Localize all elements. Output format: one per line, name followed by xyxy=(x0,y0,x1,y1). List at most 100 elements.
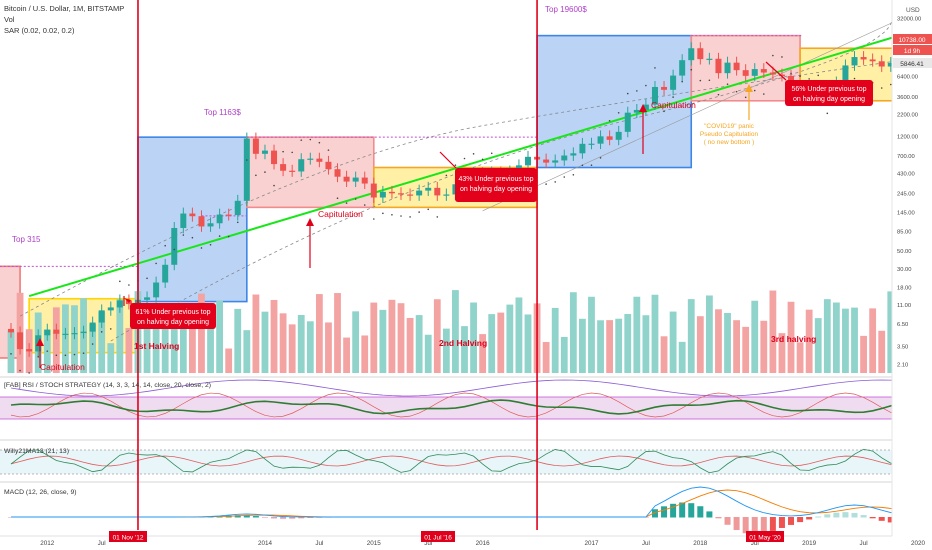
volume-bar xyxy=(733,320,740,373)
sar-dot xyxy=(799,75,801,77)
sar-dot xyxy=(373,218,375,220)
price-tick-5: 1200.00 xyxy=(897,135,918,141)
macd-histogram-bar xyxy=(307,517,314,518)
volume-bar xyxy=(787,301,795,373)
volume-bar xyxy=(805,309,813,373)
macd-histogram-bar xyxy=(715,517,722,519)
sar-dot xyxy=(699,79,702,82)
candle-body xyxy=(615,131,622,140)
date-badge-2 xyxy=(421,531,455,542)
candle-body xyxy=(53,329,60,334)
covid-note-line-2: Pseudo Capitulation xyxy=(700,131,759,138)
volume-bar xyxy=(288,324,296,373)
macd-histogram-bar xyxy=(769,517,776,531)
covid-note-line-1: "COVID19" panic xyxy=(704,123,755,130)
sar-dot xyxy=(717,93,720,96)
volume-bar xyxy=(851,307,858,373)
volume-bar xyxy=(143,318,151,373)
sar-dot xyxy=(753,89,756,92)
candle-body xyxy=(352,177,359,182)
macd-histogram-bar xyxy=(887,517,894,523)
macd-histogram-bar xyxy=(706,511,713,518)
volume-bar xyxy=(270,299,278,373)
date-badge-3-text: 01 May '20 xyxy=(749,535,781,542)
macd-histogram-bar xyxy=(298,517,305,519)
sar-dot xyxy=(400,215,402,217)
sar-dot xyxy=(345,202,348,204)
macd-title: MACD (12, 26, close, 9) xyxy=(4,489,77,496)
candle-body xyxy=(624,112,631,132)
price-tick-14: 11.00 xyxy=(897,303,911,309)
candle-body xyxy=(62,333,69,335)
note-2-line-2: on halving day opening xyxy=(460,186,532,193)
macd-histogram-bar xyxy=(733,517,740,531)
macd-histogram-bar xyxy=(806,517,813,520)
volume-bar xyxy=(361,335,369,373)
log-curve-upper xyxy=(19,61,893,317)
volume-bar xyxy=(297,314,305,373)
volume-bar xyxy=(470,302,477,373)
volume-bar xyxy=(488,314,496,373)
halving-1-label: 1st Halving xyxy=(134,341,179,351)
sar-dot xyxy=(10,353,12,355)
candle-body xyxy=(860,57,867,60)
sar-dot xyxy=(853,77,856,80)
log-curve-outer xyxy=(110,19,893,342)
volume-bar xyxy=(252,294,260,373)
volume-bar xyxy=(506,304,514,373)
capitulation-arrow-2 xyxy=(306,218,314,268)
volume-bar xyxy=(796,342,804,373)
candle-body xyxy=(379,191,386,198)
sar-dot xyxy=(826,112,829,115)
candle-body xyxy=(670,75,677,90)
sar-dot xyxy=(454,164,457,166)
price-tick-16: 3.50 xyxy=(897,344,908,350)
volume-bar xyxy=(225,348,233,373)
sar-dot xyxy=(28,372,30,374)
top-19600-label: Top 19600$ xyxy=(545,5,587,14)
candle-body xyxy=(679,60,686,76)
level-badge-text: 5846.41 xyxy=(900,61,924,68)
candle-body xyxy=(71,333,78,335)
sar-dot xyxy=(626,92,629,95)
candle-body xyxy=(443,194,450,196)
macd-signal-line xyxy=(11,489,932,518)
sar-dot xyxy=(182,234,185,236)
candle-body xyxy=(180,213,187,228)
willy-line xyxy=(10,448,932,474)
macd-histogram-bar xyxy=(778,517,785,528)
candle-body xyxy=(17,332,24,350)
price-tick-6: 700.00 xyxy=(897,154,915,160)
note-callout-1 xyxy=(123,296,216,329)
volume-bar xyxy=(687,299,695,373)
sar-dot xyxy=(191,236,194,239)
box-cycle1-red xyxy=(246,136,375,209)
volume-bar xyxy=(651,294,659,373)
volume-bar xyxy=(724,312,731,373)
sar-dot xyxy=(273,184,275,187)
candle-body xyxy=(307,158,314,160)
indicator-panes: 80.0040.000.00-50.002000.000.00 xyxy=(0,379,932,535)
candle-body xyxy=(561,155,568,161)
sar-dot xyxy=(64,354,67,357)
note-3-line-1: 56% Under previous top xyxy=(791,86,866,93)
volume-bar xyxy=(352,311,360,373)
sar-dot xyxy=(572,174,575,176)
candle-body xyxy=(107,307,114,311)
volume-bars xyxy=(7,290,931,373)
volume-bar xyxy=(479,334,487,373)
volume-bar xyxy=(705,295,713,373)
volume-bar xyxy=(433,299,441,373)
volume-bar xyxy=(860,335,867,373)
x-tick-0: 2012 xyxy=(40,540,55,547)
candle-body xyxy=(751,69,758,76)
volume-bar xyxy=(243,330,251,373)
macd-histogram-bar xyxy=(860,515,867,518)
volume-bar xyxy=(98,311,106,373)
sar-dot xyxy=(336,197,339,200)
sar-dot xyxy=(227,235,230,238)
candle-body xyxy=(570,153,577,156)
price-tick-4: 2200.00 xyxy=(897,113,918,119)
volume-bar xyxy=(198,293,205,373)
sar-dot xyxy=(73,353,76,356)
